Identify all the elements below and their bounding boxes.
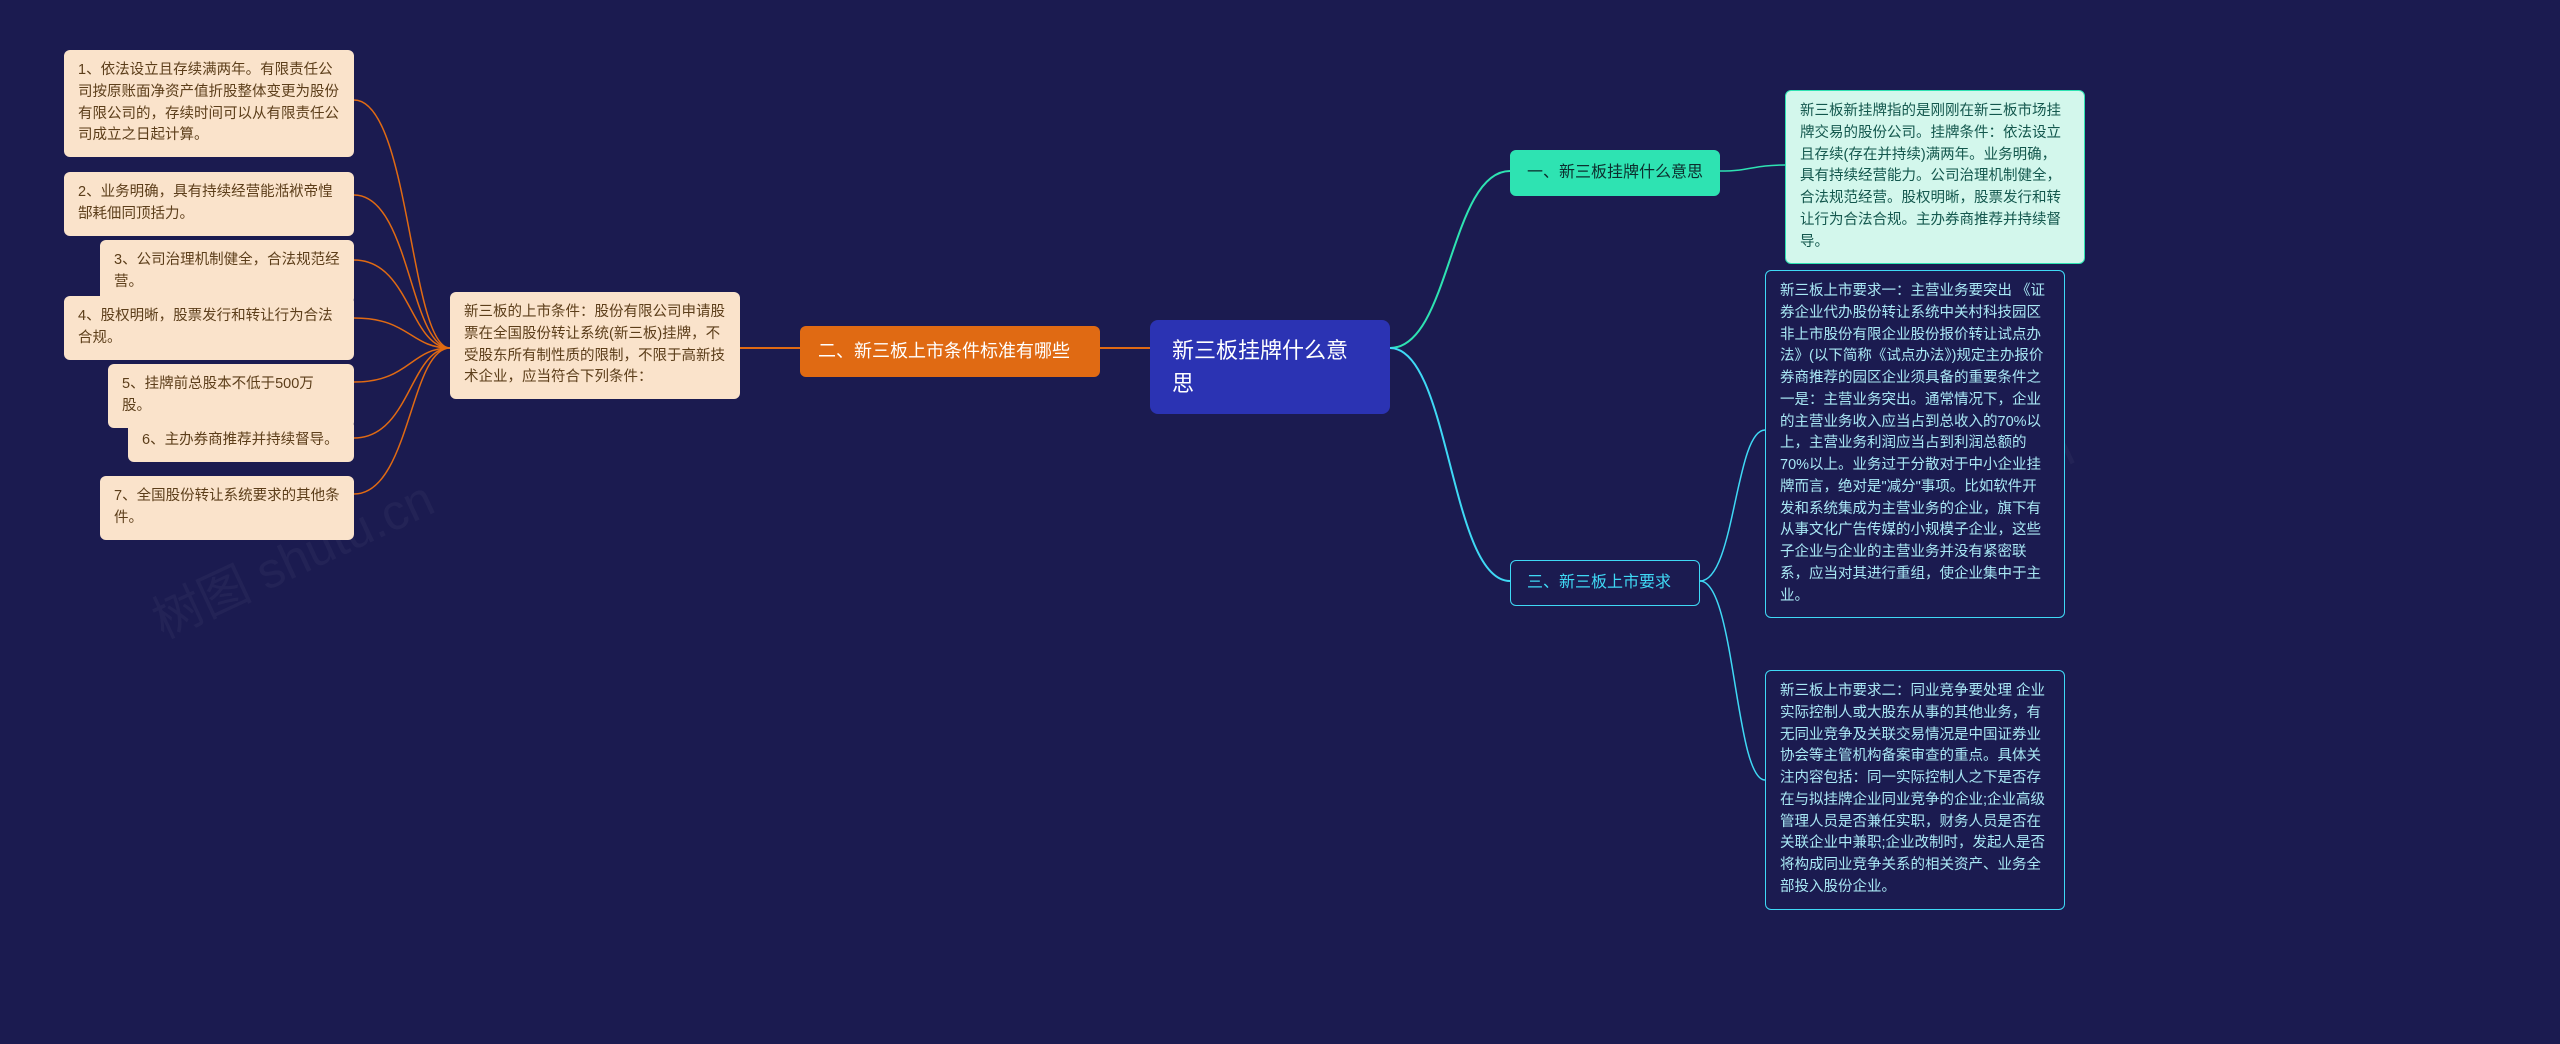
right-b1-node[interactable]: 一、新三板挂牌什么意思 [1510, 150, 1720, 196]
left-branch-node[interactable]: 二、新三板上市条件标准有哪些 [800, 326, 1100, 377]
left-leaf-6[interactable]: 6、主办券商推荐并持续督导。 [128, 420, 354, 462]
left-leaf-3[interactable]: 3、公司治理机制健全，合法规范经营。 [100, 240, 354, 304]
left-desc-node[interactable]: 新三板的上市条件：股份有限公司申请股票在全国股份转让系统(新三板)挂牌，不受股东… [450, 292, 740, 399]
right-b2-leaf-2[interactable]: 新三板上市要求二：同业竞争要处理 企业实际控制人或大股东从事的其他业务，有无同业… [1765, 670, 2065, 910]
left-leaf-7[interactable]: 7、全国股份转让系统要求的其他条件。 [100, 476, 354, 540]
left-leaf-5[interactable]: 5、挂牌前总股本不低于500万股。 [108, 364, 354, 428]
right-b2-leaf-1[interactable]: 新三板上市要求一：主营业务要突出 《证券企业代办股份转让系统中关村科技园区非上市… [1765, 270, 2065, 618]
right-b2-node[interactable]: 三、新三板上市要求 [1510, 560, 1700, 606]
center-node[interactable]: 新三板挂牌什么意思 [1150, 320, 1390, 414]
connectors [0, 0, 2560, 1044]
left-leaf-2[interactable]: 2、业务明确，具有持续经营能湉袱帝惶郜耗佃同顶括力。 [64, 172, 354, 236]
left-leaf-1[interactable]: 1、依法设立且存续满两年。有限责任公司按原账面净资产值折股整体变更为股份有限公司… [64, 50, 354, 157]
left-leaf-4[interactable]: 4、股权明晰，股票发行和转让行为合法合规。 [64, 296, 354, 360]
right-b1-leaf[interactable]: 新三板新挂牌指的是刚刚在新三板市场挂牌交易的股份公司。挂牌条件：依法设立且存续(… [1785, 90, 2085, 264]
